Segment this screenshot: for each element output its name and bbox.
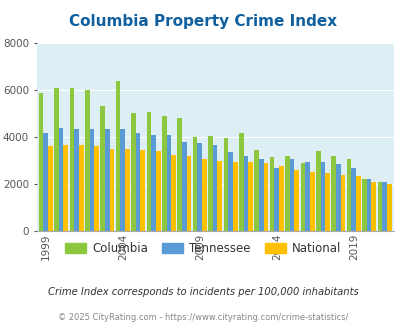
Bar (371, 182, 375, 231)
Bar (269, 157, 274, 231)
Bar (85, 90, 90, 231)
Bar (346, 159, 351, 231)
Text: © 2025 CityRating.com - https://www.cityrating.com/crime-statistics/: © 2025 CityRating.com - https://www.city… (58, 313, 347, 322)
Bar (320, 162, 324, 231)
Bar (54, 87, 59, 231)
Bar (197, 143, 202, 231)
Bar (324, 173, 329, 231)
Bar (43, 133, 48, 231)
Bar (263, 163, 268, 231)
Bar (208, 136, 212, 231)
Bar (335, 164, 340, 231)
Bar (386, 184, 390, 231)
Bar (340, 175, 345, 231)
Bar (94, 147, 99, 231)
Bar (377, 182, 382, 231)
Bar (300, 163, 305, 231)
Bar (202, 159, 206, 231)
Bar (361, 179, 366, 231)
Bar (171, 154, 175, 231)
Bar (131, 114, 136, 231)
Bar (366, 179, 371, 231)
Text: Columbia Property Crime Index: Columbia Property Crime Index (69, 14, 336, 29)
Bar (105, 129, 109, 231)
Bar (166, 135, 171, 231)
Bar (258, 159, 263, 231)
Bar (217, 161, 222, 231)
Bar (355, 176, 360, 231)
Bar (315, 151, 320, 231)
Bar (48, 147, 53, 231)
Bar (330, 156, 335, 231)
Bar (115, 81, 120, 231)
Bar (100, 106, 105, 231)
Bar (309, 172, 314, 231)
Bar (278, 166, 283, 231)
Bar (162, 116, 166, 231)
Bar (289, 159, 294, 231)
Bar (305, 162, 309, 231)
Bar (59, 128, 63, 231)
Bar (254, 150, 258, 231)
Bar (274, 168, 278, 231)
Bar (156, 151, 160, 231)
Bar (146, 112, 151, 231)
Bar (294, 170, 298, 231)
Bar (351, 168, 355, 231)
Bar (232, 162, 237, 231)
Bar (151, 135, 156, 231)
Bar (39, 93, 43, 231)
Bar (239, 133, 243, 231)
Bar (63, 145, 68, 231)
Bar (136, 133, 140, 231)
Bar (140, 150, 145, 231)
Bar (223, 138, 228, 231)
Bar (228, 152, 232, 231)
Bar (181, 142, 186, 231)
Bar (212, 145, 217, 231)
Bar (285, 156, 289, 231)
Text: Crime Index corresponds to incidents per 100,000 inhabitants: Crime Index corresponds to incidents per… (47, 287, 358, 297)
Bar (120, 129, 125, 231)
Bar (243, 156, 248, 231)
Bar (382, 182, 386, 231)
Bar (79, 145, 83, 231)
Bar (248, 162, 252, 231)
Bar (192, 137, 197, 231)
Bar (177, 118, 181, 231)
Bar (70, 87, 74, 231)
Bar (90, 129, 94, 231)
Bar (186, 156, 191, 231)
Bar (109, 149, 114, 231)
Bar (125, 149, 129, 231)
Bar (74, 129, 79, 231)
Legend: Columbia, Tennessee, National: Columbia, Tennessee, National (60, 237, 345, 260)
